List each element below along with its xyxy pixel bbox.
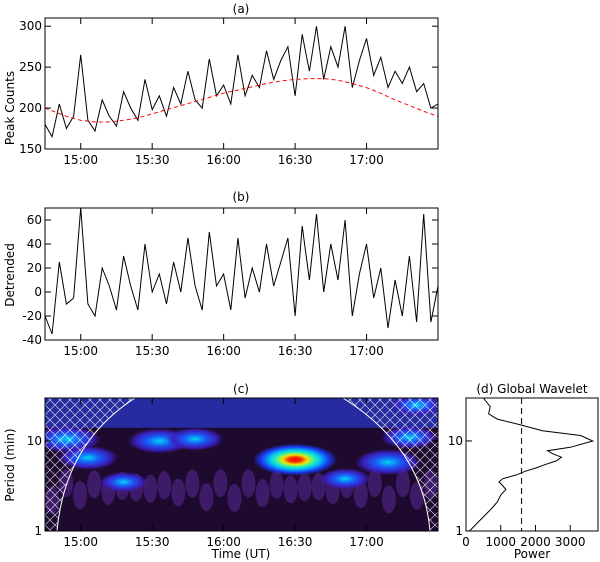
- panel-a-xtick-label: 16:00: [206, 153, 241, 167]
- panel-a-xtick-label: 16:30: [278, 153, 313, 167]
- panel-c-xtick-label: 16:00: [206, 535, 241, 549]
- panel-d-xtick-label: 0: [462, 535, 470, 549]
- panel-d-xtick-label: 3000: [555, 535, 586, 549]
- panel-a-xtick-label: 15:00: [63, 153, 98, 167]
- panel-d-xtick-label: 2000: [520, 535, 551, 549]
- panel-b-ytick-label: 0: [34, 285, 42, 299]
- panel-c-xtick-label: 15:30: [135, 535, 170, 549]
- panel-a-trend-line: [44, 78, 439, 123]
- panel-d-xlabel: Power: [514, 547, 550, 561]
- panel-b-title: (b): [233, 190, 250, 204]
- panel-d-frame: [465, 397, 599, 532]
- panel-b-xtick-label: 15:30: [135, 344, 170, 358]
- wavelet-low-power-patch: [255, 479, 270, 508]
- wavelet-power-peak: [99, 472, 148, 493]
- wavelet-low-power-patch: [395, 469, 410, 498]
- wavelet-power-peak: [319, 468, 371, 490]
- wavelet-low-power-patch: [409, 481, 424, 510]
- wavelet-power-peak: [166, 427, 224, 451]
- panel-c-ytick-label: 1: [34, 524, 42, 538]
- wavelet-low-power-patch: [269, 470, 284, 499]
- panel-a-ytick-label: 150: [19, 142, 42, 156]
- wavelet-low-power-patch: [381, 485, 396, 514]
- panel-a-xtick-label: 17:00: [349, 153, 384, 167]
- wavelet-low-power-patch: [87, 470, 102, 499]
- panel-b-ylabel: Detrended: [3, 243, 17, 307]
- panel-b-ytick-label: -20: [22, 309, 42, 323]
- panel-a-ticks: 15:00 15:30 16:00 16:30 17:00 150 200 250 300: [19, 18, 438, 167]
- panel-b-xtick-label: 16:00: [206, 344, 241, 358]
- panel-c-title: (c): [233, 382, 249, 396]
- wavelet-low-power-patch: [227, 483, 242, 512]
- panel-c-xtick-label: 17:00: [349, 535, 384, 549]
- panel-c-frame: [44, 397, 439, 532]
- wavelet-low-power-patch: [297, 473, 312, 502]
- panel-c-ylabel: Period (min): [3, 428, 17, 501]
- wavelet-low-power-patch: [241, 469, 256, 498]
- wavelet-low-power-patch: [185, 469, 200, 498]
- panel-d-ytick-label: 1: [455, 524, 463, 538]
- panel-b-ytick-label: 20: [27, 261, 42, 275]
- panel-a-peak-counts-line: [44, 26, 439, 139]
- panel-b-detrended-line: [44, 207, 439, 335]
- panel-a-title: (a): [233, 2, 250, 16]
- panel-d-global-power-line: [469, 397, 595, 532]
- wavelet-low-power-patch: [171, 478, 186, 507]
- panel-b-ytick-label: -40: [22, 333, 42, 347]
- wavelet-low-power-patch: [283, 475, 298, 504]
- panel-d-ticks: 0 1000 2000 3000 1 10: [448, 434, 586, 549]
- panel-d-ytick-label: 10: [448, 434, 463, 448]
- panel-a-ytick-label: 300: [19, 19, 42, 33]
- panel-c-xtick-label: 15:00: [63, 535, 98, 549]
- panel-b-xtick-label: 17:00: [349, 344, 384, 358]
- panel-b-xtick-label: 15:00: [63, 344, 98, 358]
- wavelet-power-peak: [253, 443, 338, 476]
- panel-b-ytick-label: 60: [27, 213, 42, 227]
- wavelet-low-power-patch: [213, 469, 228, 498]
- panel-a-ytick-label: 250: [19, 60, 42, 74]
- panel-a-peak-counts: (a) Peak Counts 15:00 15:30 16:00 16:30 17:0…: [3, 2, 439, 167]
- panel-b-detrended: (b) Detrended 15:00 15:30 16:00 16:30 17:00 -…: [3, 190, 439, 358]
- panel-b-xtick-label: 16:30: [278, 344, 313, 358]
- panel-d-global-wavelet: (d) Global Wavelet Power 0 1000 2000 3000 1 1…: [448, 382, 599, 561]
- panel-c-xtick-label: 16:30: [278, 535, 313, 549]
- panel-b-frame: [44, 207, 439, 341]
- wavelet-low-power-patch: [73, 481, 88, 510]
- panel-b-ytick-label: 40: [27, 237, 42, 251]
- wavelet-low-power-patch: [367, 469, 382, 498]
- panel-c-wavelet-spectrum: (c) Period (min) Time (UT) 15:00 15:30 16:…: [3, 382, 439, 561]
- wavelet-low-power-patch: [199, 483, 214, 512]
- panel-c-plot-area: [45, 398, 438, 531]
- panel-c-xlabel: Time (UT): [211, 547, 271, 561]
- panel-a-ytick-label: 200: [19, 101, 42, 115]
- panel-d-title: (d) Global Wavelet: [476, 382, 588, 396]
- panel-a-frame: [44, 17, 439, 150]
- panel-b-ticks: 15:00 15:30 16:00 16:30 17:00 -40 -20 0 20 40 60: [22, 208, 438, 358]
- panel-a-xtick-label: 15:30: [135, 153, 170, 167]
- wavelet-low-power-patch: [157, 471, 172, 500]
- panel-c-ytick-label: 10: [27, 434, 42, 448]
- panel-a-ylabel: Peak Counts: [3, 71, 17, 145]
- panel-d-xtick-label: 1000: [485, 535, 516, 549]
